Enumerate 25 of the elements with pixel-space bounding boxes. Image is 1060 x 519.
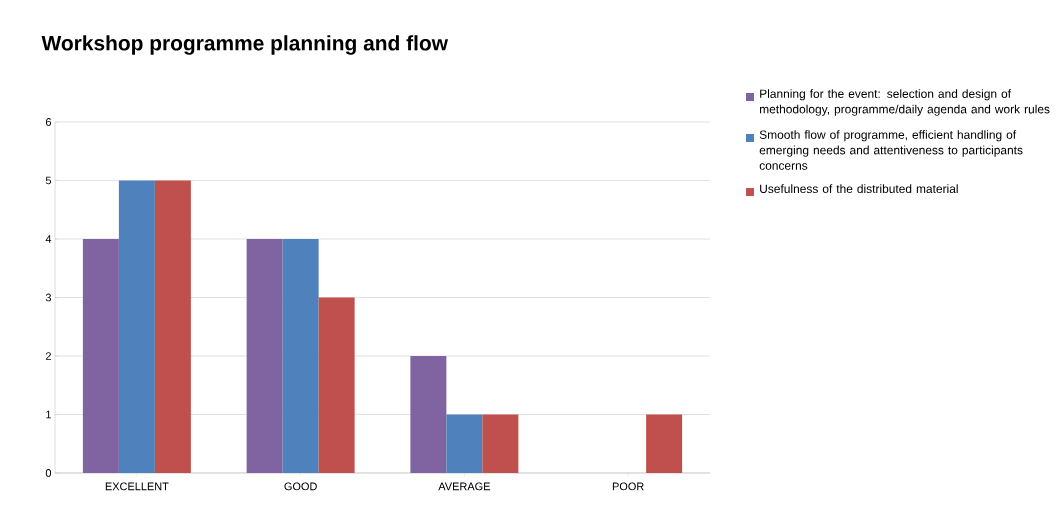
y-tick-label: 2 [45, 352, 51, 360]
legend-label: Usefulness of the distributed material [760, 184, 958, 194]
bar [410, 355, 447, 473]
bar [246, 238, 283, 473]
x-tick-label: AVERAGE [438, 482, 490, 491]
bar [482, 414, 519, 473]
legend-label: Smooth flow of programme, efficient handling of emerging needs and attentiveness to participants concerns [759, 130, 1023, 170]
bar [282, 238, 319, 473]
y-tick-label: 4 [45, 235, 52, 243]
bar [446, 414, 483, 473]
y-tick-label: 5 [45, 176, 52, 185]
x-tick-label: EXCELLENT [105, 482, 169, 491]
x-tick-label: POOR [612, 482, 644, 491]
bar [118, 180, 155, 473]
bar [318, 297, 355, 473]
bar [646, 414, 683, 473]
y-tick-label: 3 [45, 293, 51, 302]
y-tick-label: 1 [46, 410, 51, 419]
y-tick-label: 0 [45, 469, 52, 477]
y-tick-label: 6 [45, 118, 51, 126]
bar [82, 238, 119, 473]
x-tick-label: GOOD [284, 482, 317, 491]
bar [154, 180, 191, 473]
legend-label: Planning for the event: selection and design of methodology, programme/daily agenda and work rules [760, 89, 1050, 116]
chart-title: Workshop programme planning and flow [41, 35, 449, 55]
